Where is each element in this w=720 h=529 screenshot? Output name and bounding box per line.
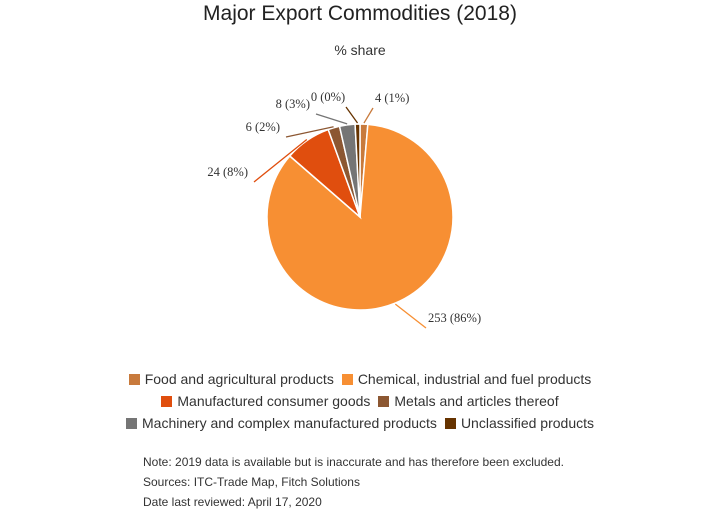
pie-slice [354, 123, 361, 218]
leader-line [253, 139, 308, 183]
legend-row: Food and agricultural products Chemical, … [0, 368, 720, 390]
leader-line [345, 106, 359, 124]
legend-swatch [341, 373, 353, 385]
leader-line [315, 113, 348, 125]
legend-row: Manufactured consumer goods Metals and ar… [0, 390, 720, 412]
data-label: 4 (1%) [375, 91, 409, 105]
legend: Food and agricultural products Chemical, … [0, 368, 720, 434]
legend-item: Unclassified products [444, 415, 594, 431]
legend-item: Food and agricultural products [128, 371, 334, 387]
leader-line [285, 126, 334, 138]
data-label: 253 (86%) [428, 311, 481, 325]
legend-label: Food and agricultural products [144, 371, 334, 387]
legend-item: Manufactured consumer goods [161, 393, 370, 409]
date-reviewed-text: Date last reviewed: April 17, 2020 [143, 495, 322, 509]
legend-label: Machinery and complex manufactured produ… [142, 415, 437, 431]
legend-swatch [161, 395, 173, 407]
chart-title: Major Export Commodities (2018) [203, 2, 517, 25]
legend-swatch [378, 395, 390, 407]
data-label: 24 (8%) [207, 165, 248, 179]
legend-swatch [444, 417, 456, 429]
legend-item: Metals and articles thereof [378, 393, 559, 409]
legend-label: Chemical, industrial and fuel products [357, 371, 592, 387]
pie-chart: 4 (1%) 253 (86%) 24 (8%) 6 (2%) 8 (3%) 0 (0%) [207, 90, 481, 329]
data-label: 0 (0%) [311, 90, 345, 104]
chart-notes: Note: 2019 data is available but is inac… [143, 452, 564, 512]
leader-line [394, 303, 427, 329]
data-label: 6 (2%) [246, 120, 280, 134]
sources-text: Sources: ITC-Trade Map, Fitch Solutions [143, 475, 360, 489]
legend-item: Machinery and complex manufactured produ… [126, 415, 437, 431]
legend-item: Chemical, industrial and fuel products [341, 371, 592, 387]
legend-swatch [126, 417, 137, 429]
legend-row: Machinery and complex manufactured produ… [0, 412, 720, 434]
note-text: Note: 2019 data is available but is inac… [143, 455, 564, 469]
legend-label: Unclassified products [460, 415, 594, 431]
legend-label: Manufactured consumer goods [177, 393, 371, 409]
leader-line [363, 107, 374, 124]
chart-subtitle: % share [334, 42, 386, 58]
legend-swatch [128, 373, 140, 385]
legend-label: Metals and articles thereof [394, 393, 559, 409]
data-label: 8 (3%) [276, 97, 310, 111]
